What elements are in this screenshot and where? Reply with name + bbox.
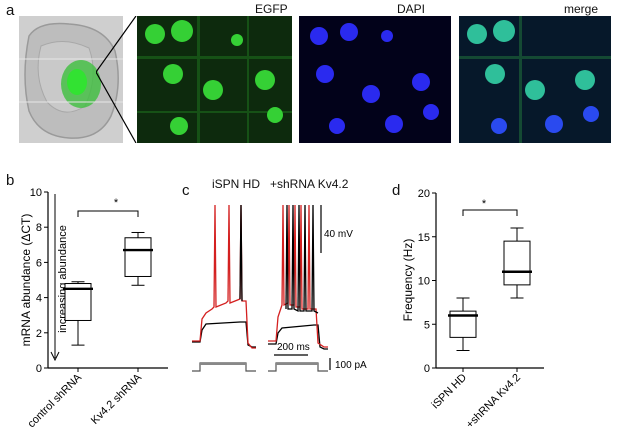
chart-d: Frequency (Hz) 0 5 10 15 20 iSPN HD+shRNA Kv4… (401, 188, 544, 431)
zoom-lines (96, 16, 137, 143)
chart-d-box (503, 240, 531, 286)
egfp-image (137, 16, 292, 143)
chart-d-ytick-label: 15 (418, 232, 430, 244)
chart-b-significance-bracket (77, 210, 139, 217)
chart-d-ytick-label: 20 (418, 188, 430, 200)
scale-mv-label: 40 mV (324, 229, 353, 240)
panel-a-label: a (6, 2, 15, 19)
dapi-image (299, 16, 451, 143)
panel-c-label: c (182, 182, 190, 199)
egfp-title: EGFP (255, 2, 288, 16)
chart-d-ylabel: Frequency (Hz) (401, 239, 415, 322)
chart-b-ytick-label: 2 (36, 328, 42, 340)
scale-pa-label: 100 pA (335, 360, 367, 371)
increasing-abundance-arrow (50, 194, 60, 362)
merge-cells (459, 16, 611, 143)
chart-d-category-label: iSPN HD (430, 372, 470, 412)
merge-image (459, 16, 611, 143)
panel-b-label: b (6, 172, 15, 189)
chart-b-ytick-label: 0 (36, 363, 42, 375)
chart-b-significance: * (114, 197, 119, 209)
chart-b-category-label: control shRNA (25, 371, 84, 430)
trace-label-shrna: +shRNA Kv4.2 (270, 177, 349, 191)
dapi-nuclei (299, 16, 451, 143)
trace-shrna-kv42 (268, 204, 328, 350)
chart-d-significance: * (482, 198, 487, 210)
current-step-2 (276, 363, 318, 365)
chart-b-ylabel: mRNA abundance (ΔCT) (19, 214, 33, 347)
current-step-1 (200, 363, 246, 365)
trace-label-ispn-hd: iSPN HD (212, 177, 261, 191)
panel-d-label: d (392, 182, 401, 199)
dapi-title: DAPI (397, 2, 426, 16)
chart-b-ytick-label: 10 (30, 187, 42, 199)
merge-title: merge (564, 2, 599, 16)
chart-d-ytick-label: 10 (418, 276, 430, 288)
chart-d-ytick-label: 0 (424, 363, 430, 375)
egfp-cells (137, 16, 292, 143)
chart-d-ytick-label: 5 (424, 319, 430, 331)
chart-b-category-label: Kv4.2 shRNA (89, 371, 145, 427)
chart-b-box (124, 237, 152, 277)
scale-ms-label: 200 ms (277, 342, 310, 353)
chart-b-ytick-label: 8 (36, 222, 42, 234)
chart-d-category-label: +shRNA Kv4.2 (464, 372, 523, 431)
brain-slice-drawing (19, 16, 123, 143)
chart-d-significance-bracket (462, 209, 518, 216)
trace-ispn-hd (192, 204, 256, 349)
brain-slice-image (19, 16, 123, 143)
electrophysiology-traces: 40 mV 200 ms 100 pA (192, 204, 367, 372)
chart-b: mRNA abundance (ΔCT) increasing abundanc… (19, 187, 168, 430)
chart-b-ytick-label: 4 (36, 293, 42, 305)
chart-b-ytick-label: 6 (36, 257, 42, 269)
scale-bars (274, 205, 331, 370)
